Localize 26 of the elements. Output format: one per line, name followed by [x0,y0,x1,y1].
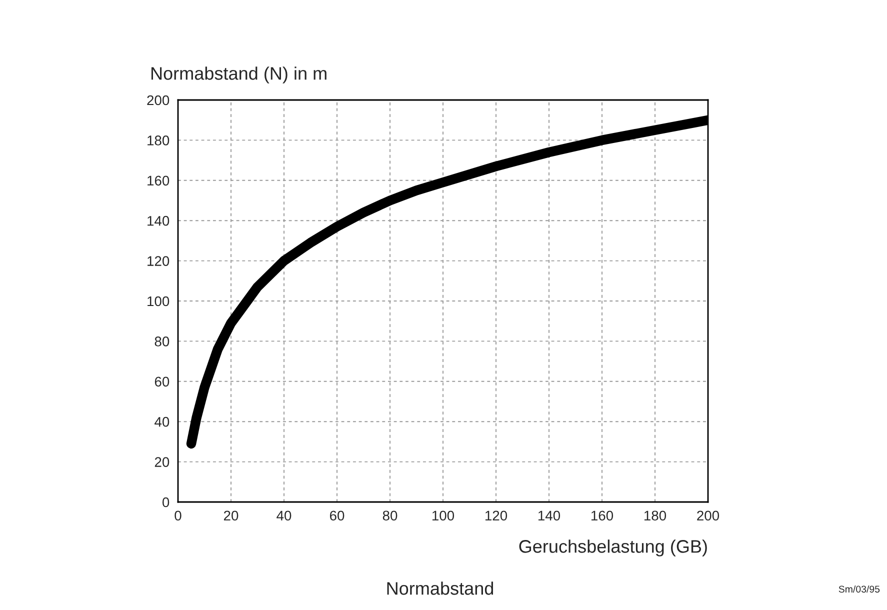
x-tick-label: 100 [432,510,454,521]
x-tick-label: 20 [224,510,238,521]
x-tick-label: 0 [174,510,182,521]
y-tick-label: 200 [147,95,170,106]
x-tick-label: 140 [538,510,560,521]
y-tick-label: 100 [148,296,170,306]
y-tick-label: 160 [148,176,170,186]
y-axis-title: Normabstand (N) in m [151,66,326,84]
y-tick-label: 120 [148,256,170,266]
x-tick-label: 40 [276,510,292,521]
text: Normabstand [387,582,494,595]
y-tick-label: 20 [154,457,170,467]
x-tick-label: 60 [330,510,344,521]
text: Sm/03/95 [838,585,880,593]
y-tick-label: 60 [154,376,170,387]
x-tick-label: 160 [591,510,614,521]
x-tick-label: 120 [485,510,508,521]
x-tick-label: 200 [697,510,720,521]
x-tick-label: 180 [644,510,666,521]
y-tick-label: 140 [148,216,170,226]
x-axis-title: Geruchsbelastung (GB) [519,540,707,556]
y-tick-label: 180 [148,136,170,146]
y-tick-label: 40 [154,416,170,427]
x-tick-label: 80 [382,510,398,521]
y-tick-label: 0 [162,497,170,508]
y-tick-label: 80 [154,336,170,346]
